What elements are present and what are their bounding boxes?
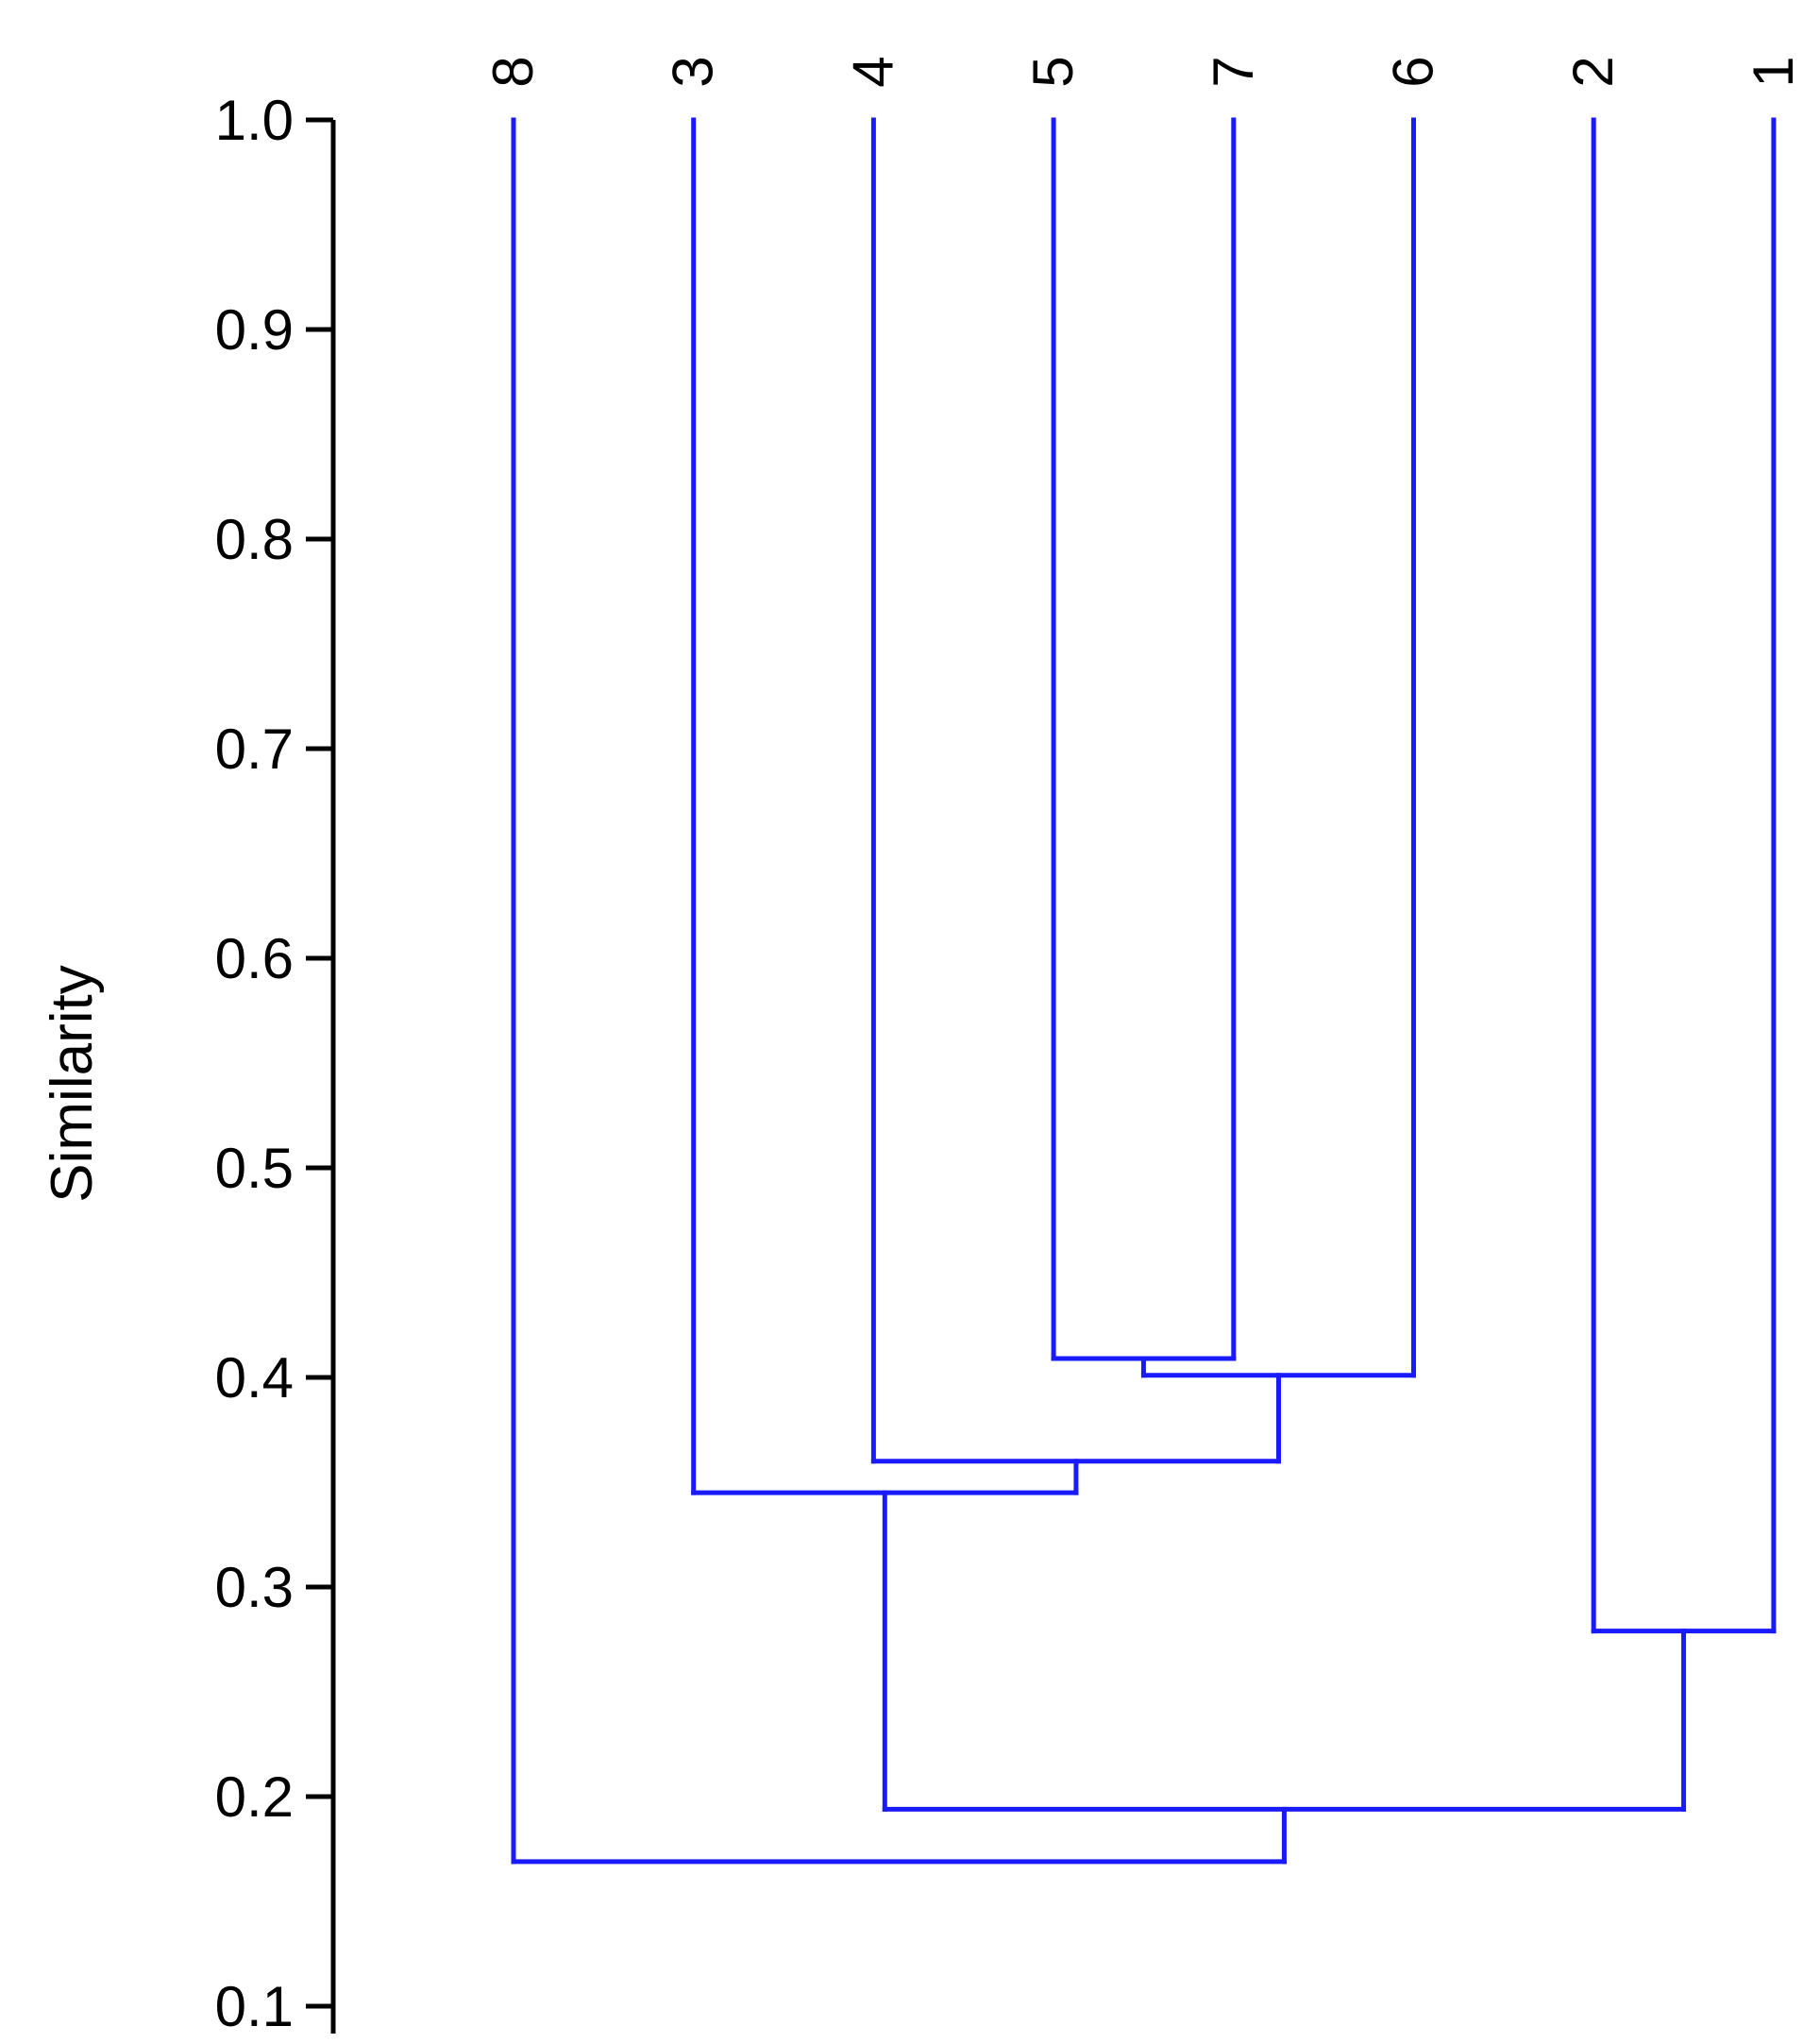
y-tick-label: 1.0 [215,89,294,152]
y-tick-label: 0.1 [215,1975,294,2038]
leaf-label: 5 [1021,56,1085,87]
leaf-label: 1 [1742,56,1805,87]
leaf-label: 4 [841,56,904,87]
y-axis-title: Similarity [40,965,105,1202]
leaf-label: 6 [1382,56,1445,87]
y-tick-label: 0.6 [215,927,294,990]
leaf-labels: 8 3 4 5 7 6 2 1 [481,56,1805,87]
y-tick-label: 0.2 [215,1765,294,1829]
leaf-label: 2 [1561,56,1625,87]
y-tick-label: 0.3 [215,1556,294,1619]
leaf-label: 3 [662,56,725,87]
y-tick-label: 0.8 [215,508,294,571]
y-axis-ticks: 0.1 0.2 0.3 0.4 0.5 0.6 0.7 0.8 0.9 1.0 [215,89,333,2038]
dendrogram-branches [511,117,1777,1865]
y-tick-label: 0.5 [215,1137,294,1200]
leaf-label: 8 [481,56,545,87]
leaf-label: 7 [1202,56,1265,87]
y-tick-label: 0.7 [215,718,294,781]
y-tick-label: 0.9 [215,298,294,362]
y-tick-label: 0.4 [215,1346,294,1410]
